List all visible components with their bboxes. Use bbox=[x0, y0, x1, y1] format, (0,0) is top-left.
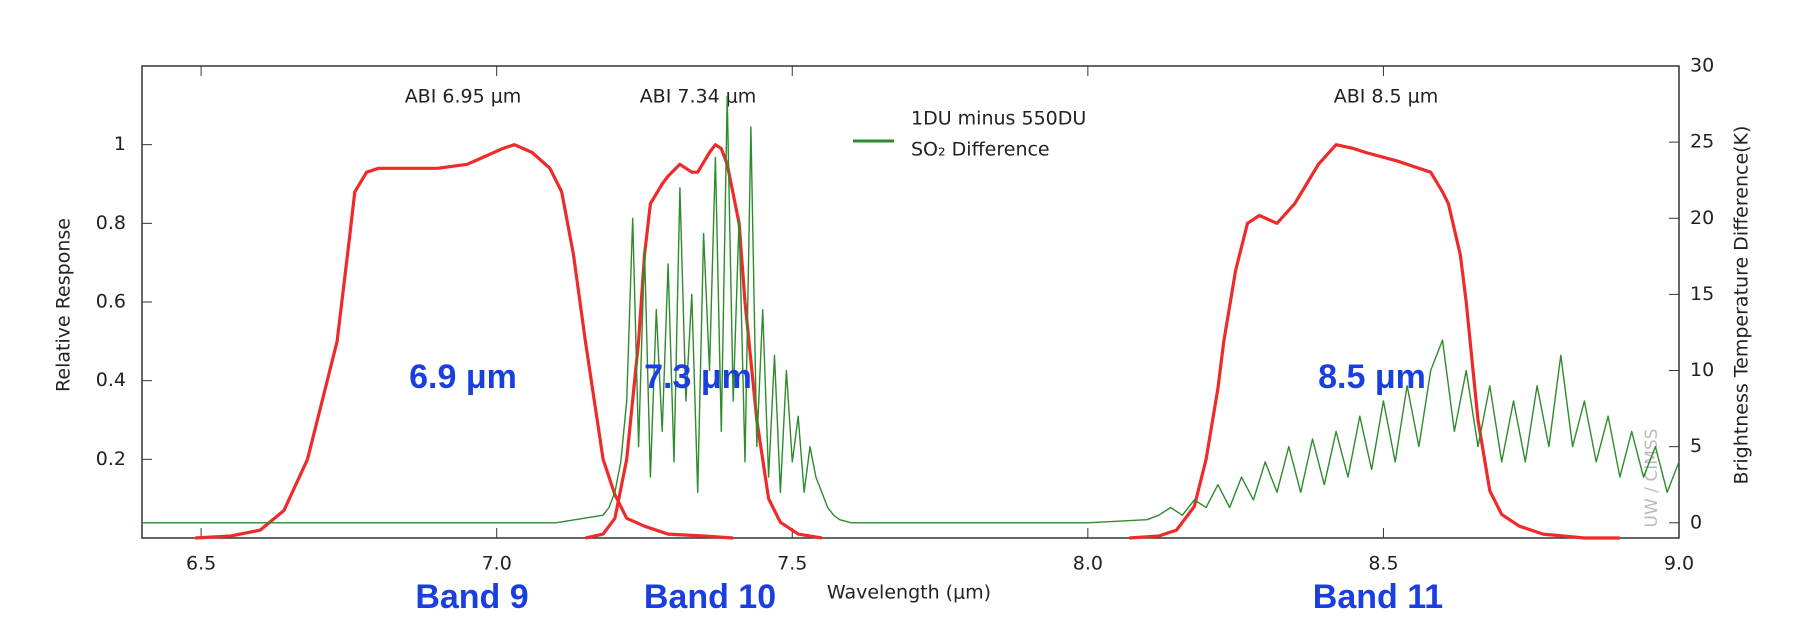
y2-tick-label: 15 bbox=[1690, 283, 1714, 305]
band-name-label: Band 11 bbox=[1313, 578, 1443, 616]
x-tick-label: 8.5 bbox=[1368, 553, 1398, 575]
y2-tick-label: 10 bbox=[1690, 359, 1714, 381]
y-tick-label: 0.6 bbox=[96, 291, 126, 313]
x-tick-label: 8.0 bbox=[1073, 553, 1103, 575]
y-tick-label: 1 bbox=[114, 133, 126, 155]
y2-axis-label: Brightness Temperature Difference(K) bbox=[1731, 126, 1753, 485]
y2-tick-label: 25 bbox=[1690, 131, 1714, 153]
band-annotation: ABI 6.95 μm bbox=[405, 86, 522, 108]
band-annotation: ABI 7.34 μm bbox=[640, 86, 757, 108]
response-curve bbox=[195, 143, 734, 540]
y-axis-label: Relative Response bbox=[53, 218, 75, 392]
x-tick-label: 7.0 bbox=[482, 553, 512, 575]
legend-label: 1DU minus 550DU bbox=[911, 108, 1086, 130]
so2-line bbox=[142, 95, 1680, 524]
y-tick-label: 0.4 bbox=[96, 369, 126, 391]
y2-tick-label: 30 bbox=[1690, 55, 1714, 77]
legend-label: SO₂ Difference bbox=[911, 139, 1050, 161]
x-tick-label: 6.5 bbox=[186, 553, 216, 575]
band-center-label: 7.3 μm bbox=[644, 358, 752, 396]
y-tick-label: 0.2 bbox=[96, 448, 126, 470]
band-name-label: Band 9 bbox=[415, 578, 528, 616]
y2-tick-label: 5 bbox=[1690, 435, 1702, 457]
x-axis-label: Wavelength (μm) bbox=[827, 582, 991, 604]
x-tick-label: 9.0 bbox=[1664, 553, 1694, 575]
y2-tick-label: 0 bbox=[1690, 511, 1702, 533]
band-center-label: 6.9 μm bbox=[409, 358, 517, 396]
band-center-label: 8.5 μm bbox=[1318, 358, 1426, 396]
y-tick-label: 0.8 bbox=[96, 212, 126, 234]
plot-frame bbox=[141, 65, 1680, 539]
band-annotation: ABI 8.5 μm bbox=[1334, 86, 1439, 108]
watermark: UW / CIMSS bbox=[1642, 429, 1662, 528]
response-curve bbox=[1129, 143, 1620, 540]
x-tick-label: 7.5 bbox=[777, 553, 807, 575]
band-name-label: Band 10 bbox=[644, 578, 776, 616]
y2-tick-label: 20 bbox=[1690, 207, 1714, 229]
response-curve bbox=[585, 143, 823, 540]
